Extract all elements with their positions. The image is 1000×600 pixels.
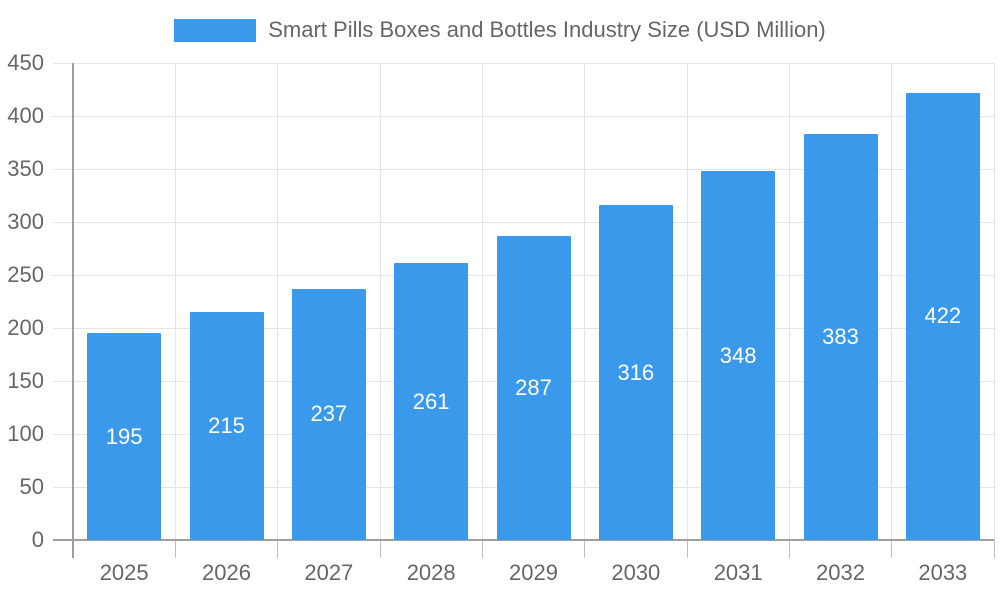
x-gridline [277,63,279,540]
y-axis-label: 300 [7,209,44,234]
x-tick [379,540,381,558]
x-tick [788,540,790,558]
y-gridline [53,221,994,223]
bar[interactable] [496,235,571,540]
bar-value-label: 422 [924,303,962,329]
x-gridline [686,63,688,540]
bar[interactable] [598,205,673,540]
bar-value-label: 237 [310,401,348,427]
x-axis-line [53,539,994,541]
x-tick [481,540,483,558]
bar[interactable] [291,288,366,540]
bar[interactable] [394,263,469,540]
y-axis-label: 450 [7,50,44,75]
y-axis-label: 0 [31,527,44,552]
bar-value-label: 287 [515,374,552,400]
x-tick [993,540,995,558]
x-gridline [891,63,893,540]
x-tick [891,540,893,558]
y-gridline [53,115,994,117]
bar[interactable] [803,134,878,540]
bar-value-label: 261 [412,388,450,414]
bar[interactable] [189,312,264,540]
bar-value-label: 383 [822,324,859,349]
x-axis-label: 2026 [202,560,251,585]
legend-label: Smart Pills Boxes and Bottles Industry S… [268,17,826,42]
x-tick [584,540,586,558]
plot-outer: 0 50 100 150 200 250 300 350 400 450 195 2025 215 202… [7,50,995,585]
bar[interactable] [905,92,980,540]
bar[interactable] [701,171,776,540]
x-axis-label: 2029 [509,560,558,585]
x-gridline [993,63,995,540]
y-axis-label: 150 [7,368,44,393]
bar-value-label: 316 [617,359,655,385]
x-axis-label: 2030 [611,560,661,585]
bar-value-label: 348 [719,342,757,368]
y-gridline [53,168,994,170]
y-axis-label: 100 [7,421,44,446]
y-axis-label: 50 [19,474,44,499]
x-gridline [379,63,381,540]
legend-item[interactable]: Smart Pills Boxes and Bottles Industry S… [0,16,1000,44]
y-axis-label: 350 [7,156,44,181]
x-gridline [788,63,790,540]
y-axis-label: 250 [7,262,44,287]
bar-value-label: 195 [105,423,143,449]
y-axis-label: 400 [7,103,44,128]
x-tick [277,540,279,558]
x-tick [686,540,688,558]
x-gridline [481,63,483,540]
y-axis-line [72,63,74,558]
x-axis-label: 2033 [918,560,968,585]
x-axis-label: 2025 [99,560,149,585]
legend-color-swatch [174,18,257,42]
y-axis-label: 200 [7,315,44,340]
bar-value-label: 215 [208,413,245,439]
x-axis-label: 2031 [713,560,763,585]
x-axis-label: 2028 [406,560,456,585]
x-axis-label: 2032 [816,560,865,585]
x-axis-label: 2027 [304,560,354,585]
x-gridline [174,63,176,540]
x-tick [174,540,176,558]
bar[interactable] [87,333,162,540]
x-gridline [584,63,586,540]
y-gridline [53,62,994,64]
